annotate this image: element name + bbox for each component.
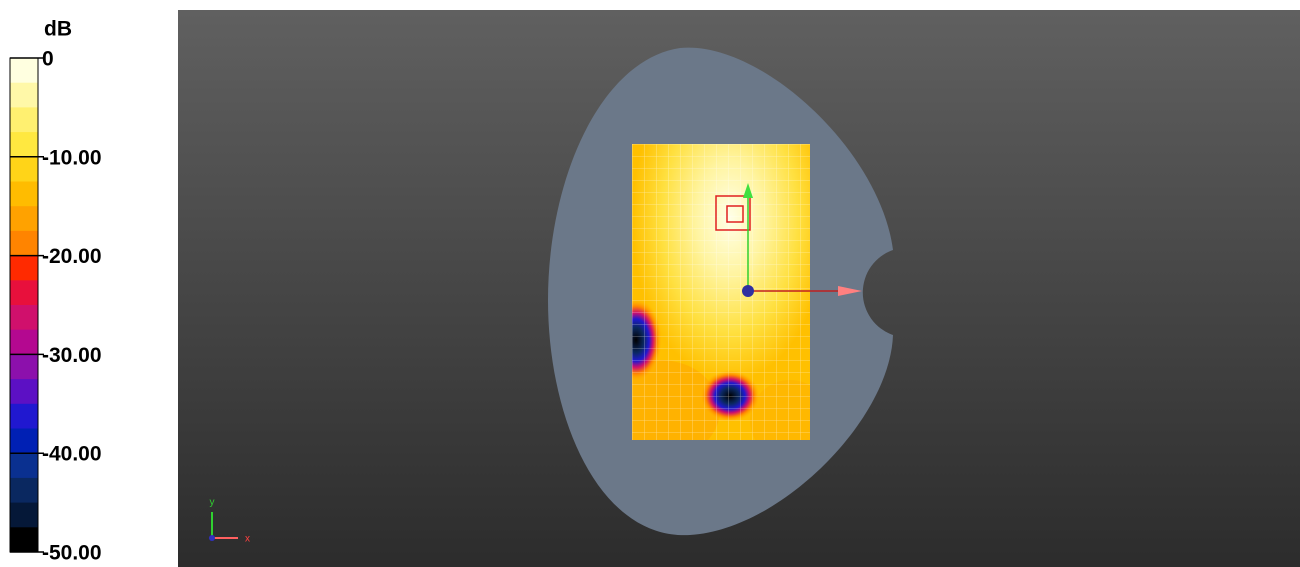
colorbar-band: [10, 305, 38, 331]
colorbar-band: [10, 107, 38, 133]
axis-y-label: y: [210, 497, 215, 508]
axes-indicator: y x: [209, 497, 250, 545]
colorbar-tick-label: -20.00: [42, 245, 102, 268]
x-arrow-head: [838, 286, 862, 296]
marker-inner: [726, 205, 744, 223]
colorbar-band: [10, 329, 38, 355]
colorbar-band: [10, 354, 38, 380]
colorbar-tick-label: -40.00: [42, 443, 102, 466]
colorbar-band: [10, 206, 38, 232]
colorbar-band: [10, 428, 38, 454]
colorbar-band: [10, 502, 38, 528]
colorbar-tick-label: -50.00: [42, 542, 102, 565]
colorbar-band: [10, 477, 38, 504]
origin: [742, 285, 754, 297]
colorbar-tick-label: -10.00: [42, 146, 102, 169]
colorbar-band: [10, 527, 38, 553]
colorbar-band: [10, 181, 38, 207]
y-arrow-head: [743, 183, 753, 198]
axis-origin: [209, 535, 215, 541]
colorbar-tick-label: 0: [42, 48, 54, 71]
colorbar-band: [10, 156, 38, 182]
colorbar-band: [10, 280, 38, 306]
marker-outer: [715, 195, 751, 231]
colorbar-band: [10, 453, 38, 479]
colorbar-band: [10, 230, 38, 257]
colorbar-band: [10, 379, 38, 405]
colorbar-title: dB: [44, 18, 72, 41]
colorbar-band: [10, 403, 38, 429]
colorbar-band: [10, 58, 38, 84]
axis-x-label: x: [245, 534, 250, 545]
colorbar-band: [10, 132, 38, 158]
colorbar-band: [10, 255, 38, 281]
heatmap: [632, 144, 810, 440]
colorbar: 0 -10.00 -20.00 -30.00 -40.00 -50.00: [9, 48, 102, 565]
colorbar-tick-label: -30.00: [42, 344, 102, 367]
colorbar-band: [10, 82, 38, 108]
